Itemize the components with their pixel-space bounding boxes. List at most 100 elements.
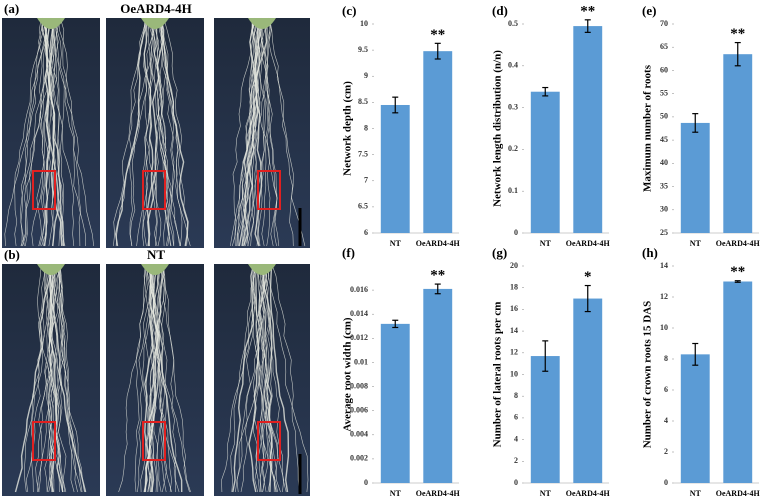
y-tick-label: 10 [510, 369, 518, 378]
panel-label: (h) [642, 245, 658, 260]
error-bar [542, 340, 549, 372]
x-tick-label: NT [690, 239, 702, 248]
y-tick-label: 0 [514, 478, 518, 487]
root [4, 17, 47, 247]
significance: ** [430, 268, 445, 284]
error-bar [584, 284, 591, 313]
root [58, 263, 83, 493]
root [48, 263, 60, 493]
significance: * [584, 269, 592, 285]
y-tick-label: 0 [514, 228, 518, 237]
y-tick-label: 20 [510, 261, 518, 270]
y-tick-label: 55 [660, 88, 668, 97]
root [252, 263, 269, 493]
bar [380, 323, 410, 483]
root [50, 263, 85, 493]
y-tick-label: 0.014 [350, 309, 368, 318]
root [50, 263, 64, 493]
root [235, 263, 258, 493]
root [152, 263, 172, 493]
root [49, 17, 66, 247]
bar [530, 91, 560, 233]
bar [680, 122, 710, 233]
highlight-box [257, 421, 281, 461]
y-tick-label: 50 [660, 112, 668, 121]
y-tick-label: 0.006 [350, 405, 368, 414]
root [55, 17, 62, 247]
root [137, 263, 159, 493]
x-tick-label: OeARD4-4H [716, 239, 760, 248]
panel-label: (g) [492, 245, 507, 260]
root [113, 17, 158, 247]
root [48, 263, 63, 493]
significance: ** [730, 264, 745, 280]
bar [573, 26, 603, 234]
root [145, 263, 191, 493]
bar [423, 288, 453, 483]
shoot [37, 264, 65, 275]
root [35, 263, 61, 493]
y-tick-label: 35 [660, 181, 668, 190]
y-tick-label: 9 [364, 71, 368, 80]
bar [423, 51, 453, 233]
panel-label: (d) [492, 3, 508, 18]
root [49, 17, 64, 247]
y-tick-label: 2 [514, 456, 518, 465]
bar [573, 298, 603, 483]
root [155, 263, 164, 492]
y-tick-label: 14 [510, 326, 518, 335]
shoot [248, 18, 276, 29]
highlight-box [257, 170, 281, 210]
y-tick-label: 8 [664, 354, 668, 363]
x-tick-label: NT [540, 239, 552, 248]
root [130, 17, 155, 247]
shoot [141, 18, 169, 29]
root [232, 17, 258, 247]
y-axis-label: Average root width (cm) [342, 317, 354, 431]
y-tick-label: 45 [660, 135, 668, 144]
bar [380, 104, 410, 233]
y-tick-label: 4 [514, 434, 518, 443]
x-tick-label: OeARD4-4H [566, 239, 611, 248]
y-tick-label: 7 [364, 176, 368, 185]
root [144, 263, 166, 493]
root [115, 17, 147, 247]
y-tick-label: 0 [364, 478, 368, 487]
root [221, 263, 255, 493]
highlight-box [32, 170, 56, 210]
significance: ** [580, 3, 595, 19]
root [261, 263, 277, 492]
root [268, 17, 294, 247]
photo-panels [2, 17, 310, 496]
error-bar [692, 113, 699, 133]
x-tick-label: NT [540, 489, 552, 498]
root [49, 17, 94, 247]
y-tick-label: 8 [364, 123, 368, 132]
root [271, 263, 300, 493]
root [255, 263, 267, 493]
shoot [248, 264, 276, 275]
y-tick-label: 0.01 [354, 357, 368, 366]
highlight-box [142, 170, 166, 210]
root [245, 17, 263, 247]
y-tick-label: 0.004 [350, 430, 368, 439]
y-tick-label: 0.002 [350, 454, 368, 463]
shoot [141, 264, 169, 275]
root [161, 263, 190, 493]
bar [723, 281, 753, 483]
x-tick-label: NT [390, 489, 402, 498]
root [146, 17, 174, 247]
root [58, 17, 86, 246]
root [144, 263, 152, 493]
y-tick-label: 0.5 [508, 19, 518, 28]
root [142, 263, 156, 493]
root [158, 17, 180, 247]
error-bar [734, 41, 741, 67]
x-tick-label: OeARD4-4H [416, 239, 461, 248]
root [58, 263, 75, 493]
y-tick-label: 7.5 [358, 149, 368, 158]
x-tick-label: NT [690, 489, 702, 498]
root [24, 263, 46, 493]
y-axis-label: Network depth (cm) [342, 81, 354, 176]
